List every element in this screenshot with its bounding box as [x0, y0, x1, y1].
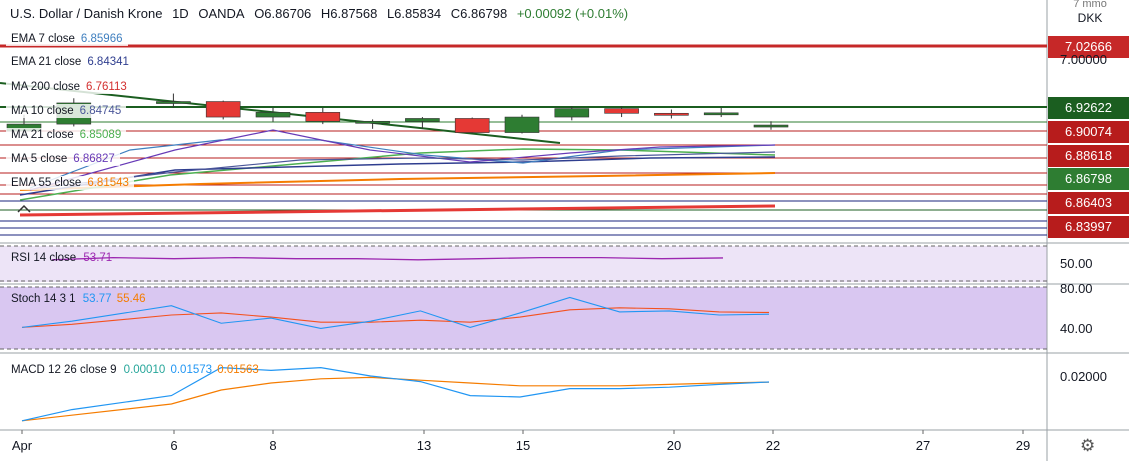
macd-signal-line	[21, 376, 770, 422]
ema21-line	[19, 156, 776, 196]
ma200-line	[19, 204, 776, 217]
candle-body	[504, 116, 540, 133]
candle-body	[205, 101, 241, 118]
candle-body	[405, 118, 440, 122]
currency-unit: DKK	[1077, 11, 1103, 25]
low-value: L6.85834	[386, 6, 442, 21]
stoch-k-line	[21, 296, 770, 329]
time-axis-tick: 6	[170, 438, 178, 453]
stoch-k-value: 53.77	[82, 293, 112, 305]
pair-hint: 7 mmo	[1073, 0, 1107, 10]
macd-tick: 0.02000	[1060, 369, 1107, 384]
macd-signal-value: 0.01563	[217, 364, 259, 376]
chevron-up-icon	[17, 204, 31, 213]
stoch-pane-background	[0, 287, 1047, 349]
rsi-tick-50: 50.00	[1060, 256, 1093, 271]
indicator-legend-item[interactable]: EMA 21 close 6.84341	[6, 55, 134, 69]
time-axis-tick: Apr	[11, 438, 33, 453]
macd-line	[21, 366, 770, 422]
interval-label[interactable]: 1D	[172, 6, 189, 21]
time-axis-tick: 13	[416, 438, 432, 453]
price-tag: 6.86798	[1048, 168, 1129, 190]
candle-body	[305, 112, 341, 122]
indicator-legend-item[interactable]: EMA 7 close 6.85966	[6, 32, 128, 46]
indicator-legend-item[interactable]: EMA 55 close 6.81543	[6, 176, 134, 190]
indicator-name: MA 21 close	[11, 129, 74, 141]
high-value: H6.87568	[320, 6, 378, 21]
indicator-legend-item[interactable]: MA 200 close 6.76113	[6, 80, 132, 94]
symbol-header: U.S. Dollar / Danish Krone 1D OANDA O6.8…	[10, 6, 634, 21]
stoch-d-line	[21, 307, 770, 328]
indicator-name: MA 200 close	[11, 81, 81, 93]
macd-name: MACD 12 26 close 9	[11, 364, 117, 376]
indicator-name: EMA 55 close	[11, 177, 82, 189]
rsi-line	[51, 256, 724, 261]
macd-line-value: 0.01573	[170, 364, 213, 376]
indicator-value: 6.81543	[87, 177, 129, 189]
indicator-legend-item[interactable]: MA 21 close 6.85089	[6, 128, 127, 142]
price-tag: 7.02666	[1048, 36, 1129, 58]
stoch-name: Stoch 14 3 1	[11, 293, 76, 305]
change-value: +0.00092 (+0.01%)	[516, 6, 629, 21]
time-axis-tick: 29	[1015, 438, 1031, 453]
price-tag: 6.90074	[1048, 121, 1129, 143]
indicator-legend-item[interactable]: MA 10 close 6.84745	[6, 104, 127, 118]
candle-body	[156, 101, 191, 104]
rsi-name: RSI 14 close	[11, 252, 77, 264]
candle-body	[654, 112, 689, 116]
indicator-value: 6.84745	[79, 105, 122, 117]
time-axis-tick: 20	[666, 438, 682, 453]
candle-body	[355, 120, 390, 124]
price-tag: 6.88618	[1048, 145, 1129, 167]
stoch-tick-80: 80.00	[1060, 281, 1093, 296]
candle-body	[604, 108, 639, 114]
chart-background	[0, 0, 1047, 461]
settings-gear-icon[interactable]: ⚙	[1080, 436, 1096, 455]
price-tag: 7.00000	[1060, 52, 1107, 67]
candle-body	[554, 108, 590, 118]
macd-hist-value: 0.00010	[123, 364, 166, 376]
time-axis-tick: 27	[915, 438, 931, 453]
stoch-d-value: 55.46	[116, 293, 146, 305]
indicator-name: MA 10 close	[11, 105, 74, 117]
ema7-line	[29, 139, 776, 189]
ma10-line	[39, 151, 776, 189]
symbol-name[interactable]: U.S. Dollar / Danish Krone	[10, 6, 163, 21]
price-tag: 6.83997	[1048, 216, 1129, 238]
indicator-value: 6.76113	[86, 81, 127, 93]
indicator-value: 6.85089	[79, 129, 122, 141]
candle-body	[255, 112, 291, 118]
close-value: C6.86798	[450, 6, 508, 21]
indicator-legend-item[interactable]: MA 5 close 6.86827	[6, 152, 120, 166]
time-axis-tick: 15	[515, 438, 531, 453]
indicator-value: 6.84341	[87, 56, 129, 68]
rsi-legend[interactable]: RSI 14 close 53.71	[6, 251, 117, 265]
currency-label[interactable]: 7 mmo DKK	[1072, 0, 1108, 25]
time-axis-tick: 8	[269, 438, 277, 453]
indicator-value: 6.85966	[80, 33, 123, 45]
rsi-value: 53.71	[83, 252, 113, 264]
stoch-legend[interactable]: Stoch 14 3 1 53.77 55.46	[6, 292, 151, 306]
indicator-name: MA 5 close	[11, 153, 68, 165]
candle-body	[753, 124, 789, 128]
rsi-pane-background	[0, 246, 1047, 282]
macd-legend[interactable]: MACD 12 26 close 9 0.00010 0.01573 0.015…	[6, 363, 264, 377]
candle-body	[703, 112, 739, 116]
ma5-line	[29, 129, 776, 191]
price-tag: 6.86403	[1048, 192, 1129, 214]
stoch-tick-40: 40.00	[1060, 321, 1093, 336]
indicator-name: EMA 21 close	[11, 56, 82, 68]
candle-body	[454, 118, 490, 133]
ema55-line	[19, 172, 776, 191]
indicator-value: 6.86827	[73, 153, 115, 165]
ma21-line	[19, 148, 776, 201]
open-value: O6.86706	[254, 6, 312, 21]
price-tag: 6.92622	[1048, 97, 1129, 119]
indicator-name: EMA 7 close	[11, 33, 75, 45]
time-axis-tick: 22	[765, 438, 781, 453]
source-label: OANDA	[198, 6, 245, 21]
